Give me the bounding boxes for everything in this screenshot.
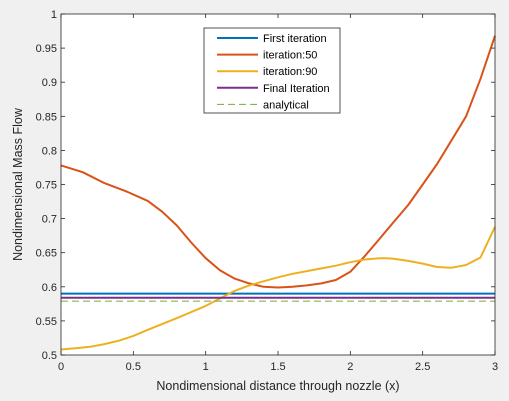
x-axis: 0 0.5 1 1.5 2 2.5 3: [58, 14, 498, 373]
x-tick-label: 3: [492, 361, 498, 373]
series-line-2: [60, 35, 496, 289]
y-tick-label: 0.65: [36, 248, 57, 260]
y-tick-label: 0.8: [42, 145, 57, 157]
legend-label: First iteration: [263, 33, 327, 45]
y-tick-label: 0.95: [36, 43, 57, 55]
plot-lines: [60, 35, 496, 351]
x-tick-label: 0: [58, 361, 64, 373]
y-tick-label: 0.55: [36, 316, 57, 328]
x-tick-label: 0.5: [126, 361, 141, 373]
y-tick-label: 0.75: [36, 180, 57, 192]
x-axis-label: Nondimensional distance through nozzle (…: [156, 379, 399, 393]
y-tick-label: 1: [51, 9, 57, 21]
x-tick-label: 2.5: [415, 361, 430, 373]
legend-label: iteration:50: [263, 50, 317, 62]
y-tick-label: 0.7: [42, 214, 57, 226]
x-tick-label: 1.5: [270, 361, 285, 373]
legend-label: Final Iteration: [263, 83, 330, 95]
legend: First iteration iteration:50 iteration:90 F…: [203, 27, 341, 114]
y-axis-label: Nondimensional Mass Flow: [11, 107, 25, 261]
y-tick-label: 0.6: [42, 282, 57, 294]
y-tick-label: 0.9: [42, 77, 57, 89]
series-line-3: [60, 226, 496, 351]
y-axis: 0.5 0.55 0.6 0.65 0.7 0.75 0.8 0.85 0.9 0.95 1: [36, 9, 495, 362]
legend-label: iteration:90: [263, 66, 317, 78]
x-tick-label: 1: [203, 361, 209, 373]
y-tick-label: 0.85: [36, 111, 57, 123]
legend-label: analytical: [263, 99, 309, 111]
x-tick-label: 2: [347, 361, 353, 373]
y-tick-label: 0.5: [42, 350, 57, 362]
